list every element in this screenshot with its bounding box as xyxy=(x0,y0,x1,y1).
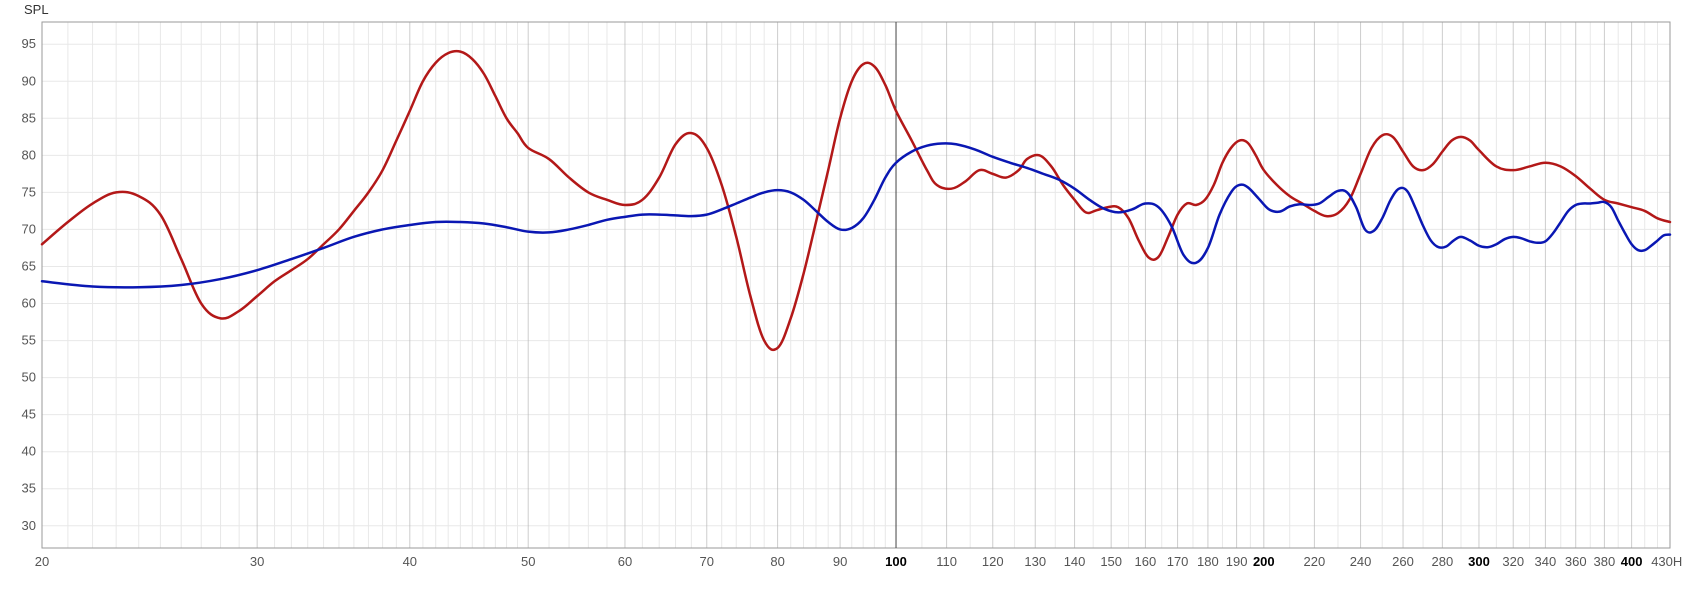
x-tick-label: 70 xyxy=(700,554,714,569)
x-tick-label: 80 xyxy=(770,554,784,569)
x-tick-label: 50 xyxy=(521,554,535,569)
x-tick-label: 100 xyxy=(885,554,907,569)
x-tick-label: 190 xyxy=(1226,554,1248,569)
x-tick-label: 240 xyxy=(1350,554,1372,569)
y-tick-label: 85 xyxy=(22,110,36,125)
x-tick-label: 430Hz xyxy=(1651,554,1682,569)
x-tick-label: 200 xyxy=(1253,554,1275,569)
y-tick-label: 70 xyxy=(22,221,36,236)
x-tick-label: 360 xyxy=(1565,554,1587,569)
y-axis-title: SPL xyxy=(24,2,49,17)
x-tick-label: 220 xyxy=(1304,554,1326,569)
x-tick-label: 130 xyxy=(1024,554,1046,569)
y-tick-label: 80 xyxy=(22,147,36,162)
y-tick-label: 45 xyxy=(22,407,36,422)
x-tick-label: 60 xyxy=(618,554,632,569)
y-tick-label: 35 xyxy=(22,481,36,496)
y-tick-label: 95 xyxy=(22,36,36,51)
x-tick-label: 340 xyxy=(1535,554,1557,569)
y-tick-label: 60 xyxy=(22,296,36,311)
y-tick-label: 90 xyxy=(22,73,36,88)
y-tick-label: 50 xyxy=(22,370,36,385)
y-tick-label: 30 xyxy=(22,518,36,533)
x-tick-label: 280 xyxy=(1432,554,1454,569)
x-tick-label: 30 xyxy=(250,554,264,569)
x-tick-label: 380 xyxy=(1594,554,1616,569)
x-tick-label: 170 xyxy=(1167,554,1189,569)
x-tick-label: 90 xyxy=(833,554,847,569)
x-tick-label: 260 xyxy=(1392,554,1414,569)
x-tick-label: 20 xyxy=(35,554,49,569)
y-tick-label: 55 xyxy=(22,333,36,348)
spl-frequency-chart: 30 35 40 45 50 55 60 65 70 75 80 85 90 95 SPL 20 30 40 50 6… xyxy=(0,0,1682,600)
x-tick-label: 40 xyxy=(403,554,417,569)
y-tick-label: 40 xyxy=(22,444,36,459)
chart-svg: 30 35 40 45 50 55 60 65 70 75 80 85 90 95 SPL 20 30 40 50 6… xyxy=(0,0,1682,600)
x-tick-label: 160 xyxy=(1135,554,1157,569)
x-tick-label: 150 xyxy=(1100,554,1122,569)
x-tick-label: 120 xyxy=(982,554,1004,569)
x-tick-label: 180 xyxy=(1197,554,1219,569)
x-tick-label: 400 xyxy=(1621,554,1643,569)
x-tick-label: 320 xyxy=(1502,554,1524,569)
y-tick-label: 75 xyxy=(22,184,36,199)
x-tick-label: 140 xyxy=(1064,554,1086,569)
x-tick-label: 300 xyxy=(1468,554,1490,569)
y-tick-label: 65 xyxy=(22,258,36,273)
x-tick-label: 110 xyxy=(936,554,957,569)
